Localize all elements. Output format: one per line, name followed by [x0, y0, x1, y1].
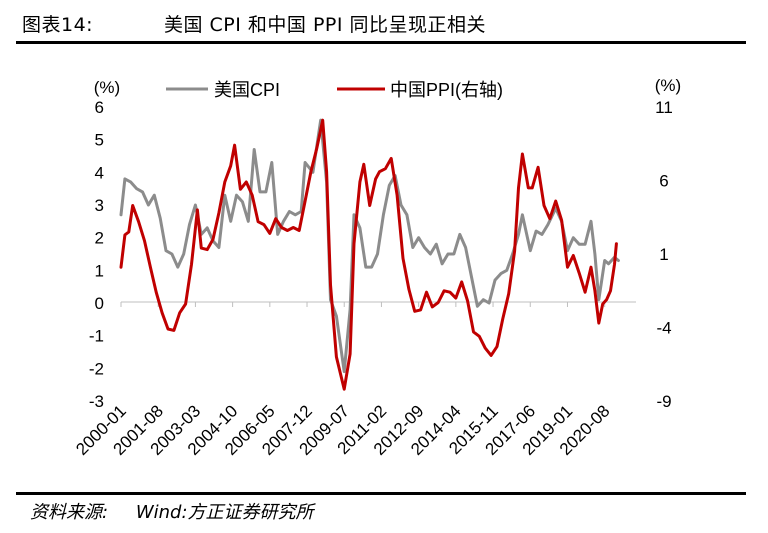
- y-right-unit: (%): [655, 76, 681, 95]
- top-rule: [16, 41, 746, 44]
- y-right-tick-label: 6: [659, 172, 668, 191]
- figure-title: 美国 CPI 和中国 PPI 同比呈现正相关: [164, 14, 487, 36]
- series-line-2: [119, 118, 618, 391]
- bottom-rule: [16, 492, 746, 495]
- y-left-tick-label: -3: [89, 392, 104, 411]
- y-right-tick-label: 1: [659, 245, 668, 264]
- y-left-tick-label: 5: [95, 131, 104, 150]
- series-layer: [119, 118, 620, 391]
- y-left-tick-label: -2: [89, 359, 104, 378]
- figure-number: 图表14:: [22, 14, 94, 36]
- y-left-unit: (%): [94, 78, 120, 97]
- y-left-tick-label: 2: [95, 229, 104, 248]
- y-left-tick-label: 4: [95, 163, 104, 182]
- source-label: 资料来源:: [30, 502, 109, 523]
- source-value: Wind:方正证券研究所: [135, 502, 314, 523]
- y-left-tick-label: 1: [95, 261, 104, 280]
- y-left-tick-label: 3: [95, 196, 104, 215]
- y-right-tick-label: 11: [655, 98, 673, 117]
- source-note: 资料来源: Wind:方正证券研究所: [30, 498, 314, 524]
- legend-label-2: 中国PPI(右轴): [390, 80, 503, 100]
- legend-label-1: 美国CPI: [214, 80, 280, 100]
- y-right-tick-label: -4: [656, 319, 671, 338]
- y-left-tick-label: 6: [95, 98, 104, 117]
- y-left-tick-label: 0: [95, 294, 104, 313]
- y-right-tick-label: -9: [656, 392, 671, 411]
- legend: 美国CPI 中国PPI(右轴): [166, 80, 503, 100]
- y-left-tick-label: -1: [89, 327, 104, 346]
- series-line-1: [119, 118, 620, 374]
- axes-layer: [120, 301, 636, 307]
